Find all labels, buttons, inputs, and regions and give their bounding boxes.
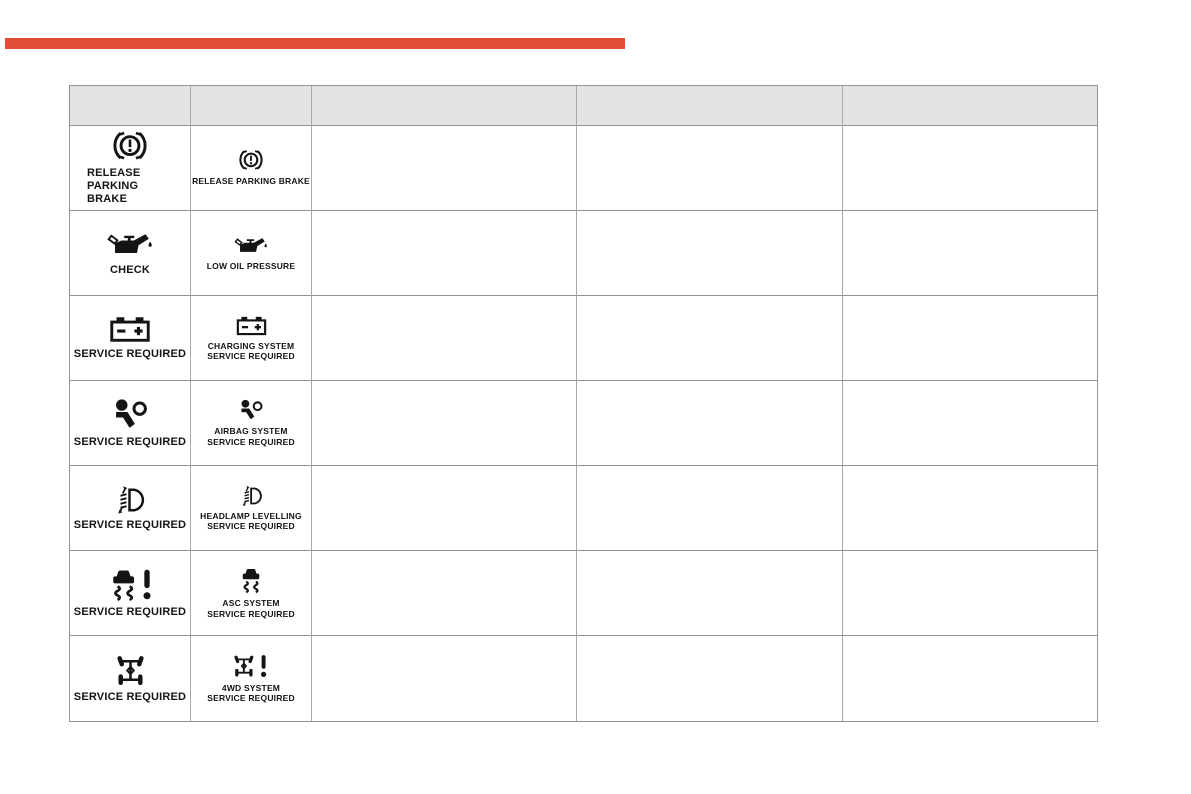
lamp-small-label: CHARGING SYSTEM SERVICE REQUIRED xyxy=(207,340,295,361)
4wd-warning-icon xyxy=(114,654,147,687)
parking-brake-warning-icon xyxy=(234,149,268,172)
lamp-large-label: SERVICE REQUIRED xyxy=(73,435,187,448)
empty-cell xyxy=(312,211,577,296)
4wd-warning-with-exclamation-icon xyxy=(233,654,267,678)
empty-cell xyxy=(312,126,577,211)
oil-pressure-icon xyxy=(105,230,155,260)
lamp-large-label: SERVICE REQUIRED xyxy=(73,605,187,618)
lamp-small-label: 4WD SYSTEM SERVICE REQUIRED xyxy=(207,682,295,703)
empty-cell xyxy=(843,466,1097,551)
empty-cell xyxy=(312,381,577,466)
battery-charging-icon xyxy=(236,315,267,337)
lamp-large-label: SERVICE REQUIRED xyxy=(73,690,187,703)
lamp-small-cell: HEADLAMP LEVELLING SERVICE REQUIRED xyxy=(191,466,312,551)
lamp-large-cell: SERVICE REQUIRED xyxy=(70,636,191,721)
header-cell xyxy=(191,86,312,126)
lamp-large-cell: SERVICE REQUIRED xyxy=(70,296,191,381)
oil-pressure-icon xyxy=(233,235,269,257)
lamp-small-cell: AIRBAG SYSTEM SERVICE REQUIRED xyxy=(191,381,312,466)
header-cell xyxy=(70,86,191,126)
lamp-small-label: HEADLAMP LEVELLING SERVICE REQUIRED xyxy=(200,510,302,531)
lamp-large-cell: CHECK xyxy=(70,211,191,296)
lamp-small-cell: 4WD SYSTEM SERVICE REQUIRED xyxy=(191,636,312,721)
lamp-small-label: RELEASE PARKING BRAKE xyxy=(192,176,310,187)
empty-cell xyxy=(312,296,577,381)
airbag-icon xyxy=(238,399,264,422)
empty-cell xyxy=(577,296,843,381)
section-divider-bar xyxy=(5,38,625,49)
lamp-large-label: SERVICE REQUIRED xyxy=(73,348,187,361)
empty-cell xyxy=(312,466,577,551)
asc-warning-icon xyxy=(238,567,264,594)
empty-cell xyxy=(312,551,577,636)
warning-lamps-table: RELEASE PARKING BRAKE RELEASE PARKING BR… xyxy=(69,85,1098,722)
header-cell xyxy=(843,86,1097,126)
lamp-large-label: SERVICE REQUIRED xyxy=(73,518,187,531)
lamp-small-label: ASC SYSTEM SERVICE REQUIRED xyxy=(207,598,295,619)
lamp-large-cell: SERVICE REQUIRED xyxy=(70,551,191,636)
empty-cell xyxy=(577,551,843,636)
empty-cell xyxy=(843,211,1097,296)
lamp-small-label: AIRBAG SYSTEM SERVICE REQUIRED xyxy=(207,426,295,447)
empty-cell xyxy=(577,381,843,466)
lamp-large-cell: RELEASE PARKING BRAKE xyxy=(70,126,191,211)
lamp-small-cell: RELEASE PARKING BRAKE xyxy=(191,126,312,211)
lamp-large-cell: SERVICE REQUIRED xyxy=(70,466,191,551)
lamp-small-cell: LOW OIL PRESSURE xyxy=(191,211,312,296)
lamp-large-cell: SERVICE REQUIRED xyxy=(70,381,191,466)
lamp-large-label: CHECK xyxy=(109,263,151,276)
battery-charging-icon xyxy=(109,315,151,344)
airbag-icon xyxy=(111,398,149,432)
asc-warning-with-exclamation-icon xyxy=(111,568,151,601)
empty-cell xyxy=(843,636,1097,721)
empty-cell xyxy=(843,296,1097,381)
lamp-small-cell: ASC SYSTEM SERVICE REQUIRED xyxy=(191,551,312,636)
empty-cell xyxy=(312,636,577,721)
header-cell xyxy=(312,86,577,126)
lamp-small-label: LOW OIL PRESSURE xyxy=(206,260,296,271)
empty-cell xyxy=(577,466,843,551)
lamp-small-cell: CHARGING SYSTEM SERVICE REQUIRED xyxy=(191,296,312,381)
headlamp-levelling-icon xyxy=(239,485,264,507)
empty-cell xyxy=(843,551,1097,636)
header-cell xyxy=(577,86,843,126)
parking-brake-warning-icon xyxy=(106,130,154,163)
empty-cell xyxy=(577,636,843,721)
empty-cell xyxy=(577,211,843,296)
lamp-large-label: RELEASE PARKING BRAKE xyxy=(87,167,141,205)
headlamp-levelling-icon xyxy=(113,485,147,515)
empty-cell xyxy=(577,126,843,211)
empty-cell xyxy=(843,126,1097,211)
empty-cell xyxy=(843,381,1097,466)
